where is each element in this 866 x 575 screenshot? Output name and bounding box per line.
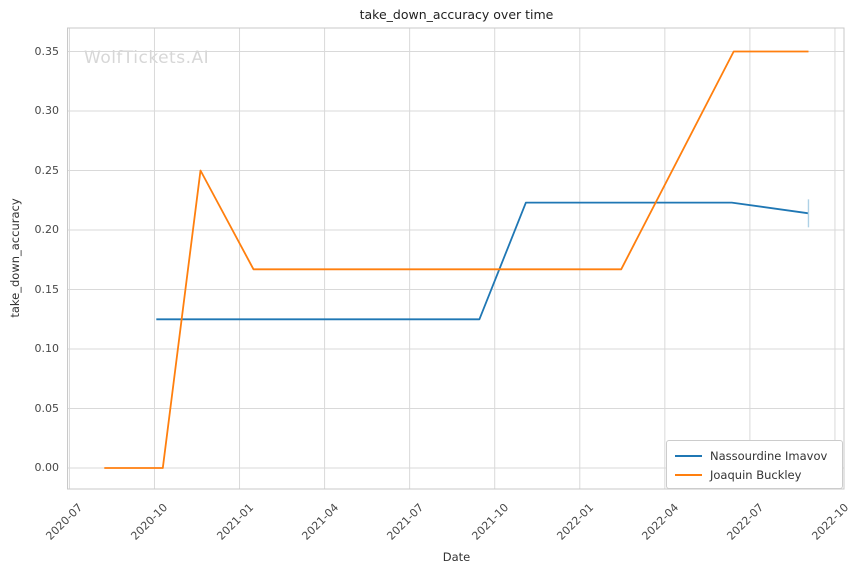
- series-line-joaquin-buckley: [104, 50, 809, 469]
- y-tick-label: 0.15: [34, 282, 60, 296]
- grid-lines: [67, 28, 844, 489]
- legend-line-swatch: [675, 454, 702, 457]
- legend-item-joaquin-buckley: Joaquin Buckley: [675, 465, 834, 484]
- y-axis-label: take_down_accuracy: [8, 198, 22, 318]
- legend-line-swatch: [675, 473, 702, 476]
- y-tick-label: 0.20: [34, 223, 60, 236]
- y-tick-label: 0.05: [34, 401, 60, 415]
- y-tick-label: 0.35: [34, 44, 60, 58]
- y-tick-label: 0.00: [34, 461, 60, 474]
- y-tick-label: 0.25: [34, 163, 60, 177]
- watermark: WolfTickets.AI: [84, 48, 210, 68]
- plot-spines: [67, 27, 845, 490]
- y-tick-label: 0.30: [34, 104, 60, 117]
- chart-title: take_down_accuracy over time: [359, 7, 554, 22]
- legend-label: Nassourdine Imavov: [710, 448, 828, 463]
- series-line-nassourdine-imavov: [156, 201, 809, 321]
- x-axis-label: Date: [442, 550, 471, 564]
- legend-label: Joaquin Buckley: [710, 467, 802, 482]
- y-tick-label: 0.10: [34, 342, 60, 355]
- legend: Nassourdine Imavov Joaquin Buckley: [666, 440, 843, 489]
- legend-item-nassourdine-imavov: Nassourdine Imavov: [675, 446, 834, 465]
